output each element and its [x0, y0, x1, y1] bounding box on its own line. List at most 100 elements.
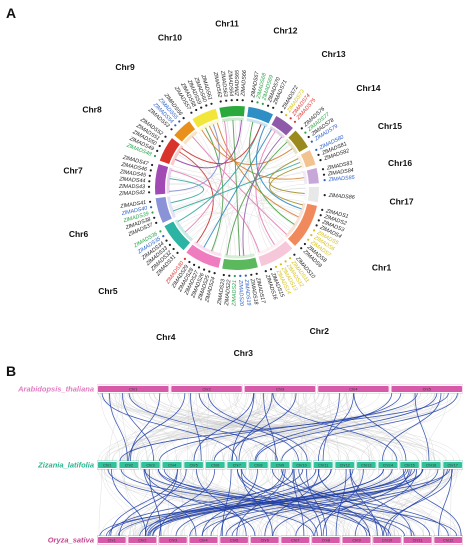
chromosome-name-oryza-sativa-chr4: Chr4 [199, 538, 207, 542]
gene-marker-zlmads77 [304, 131, 307, 134]
chromosome-bar-oryza-sativa-chr1 [98, 537, 126, 543]
chromosome-bar-zizania-latifolia-chr14 [378, 462, 398, 468]
gene-marker-zlmads66 [241, 99, 244, 102]
gene-marker-zlmads68 [256, 101, 259, 104]
syntenic-link-top [207, 392, 308, 462]
syntenic-link-top [353, 392, 407, 462]
gene-marker-zlmads27 [197, 266, 201, 269]
chromosome-frame-oryza-sativa-chr1 [97, 535, 127, 545]
gene-marker-zlmads34 [165, 239, 168, 242]
chromosome-band-chr14 [285, 138, 299, 155]
chromosome-segment-chr14 [288, 130, 308, 152]
chromosome-segment-chr16 [306, 168, 319, 184]
syntenic-link-top [190, 392, 202, 462]
chromosome-name-zizania-latifolia-chr1: Chr1 [103, 463, 111, 467]
gene-label-zlmads85: ZlMADS85 [327, 175, 355, 183]
background-link-bottom [116, 468, 277, 537]
circos-link-zlmads30-zlmads51 [179, 151, 214, 244]
chromosome-label-chr2: Chr2 [310, 326, 330, 336]
chromosome-segment-chr15 [300, 150, 316, 168]
circos-link-zlmads12-zlmads73 [255, 131, 276, 245]
chromosome-bar-arabidopsis-thaliana-chr1 [98, 386, 169, 392]
circos-background-link [212, 120, 231, 252]
chromosome-frame-arabidopsis-thaliana-chr1 [97, 384, 170, 394]
chromosome-band-chr11 [221, 117, 244, 123]
syntenic-link-bottom [196, 468, 247, 537]
gene-label-zlmads18: ZlMADS18 [248, 277, 258, 305]
chromosome-segment-chr13 [271, 116, 293, 136]
background-link-top [147, 392, 320, 462]
gene-marker-zlmads24 [213, 272, 216, 275]
syntenic-link-bottom [108, 468, 304, 537]
gene-marker-zlmads23 [222, 273, 225, 277]
chromosome-name-oryza-sativa-chr9: Chr9 [352, 538, 360, 542]
gene-marker-zlmads20 [239, 274, 242, 277]
chromosome-segment-chr2 [258, 241, 293, 267]
syntenic-link-bottom [382, 468, 453, 537]
background-link-top [345, 392, 403, 462]
circos-link-zlmads40-zlmads45 [169, 178, 205, 204]
background-link-bottom [101, 468, 134, 537]
circos-link-zlmads33-zlmads62 [184, 121, 228, 233]
chromosome-frame-zizania-latifolia-chr6 [205, 460, 226, 470]
chromosome-segment-chr3 [222, 257, 258, 270]
circos-link-zlmads57-zlmads78 [201, 129, 293, 165]
circos-link-zlmads42-zlmads60 [169, 124, 220, 192]
background-link-top [425, 392, 449, 462]
chromosome-bar-oryza-sativa-chr11 [403, 537, 432, 543]
gene-marker-zlmads38 [153, 216, 156, 219]
background-link-top [153, 392, 304, 462]
gene-marker-zlmads51 [161, 140, 164, 143]
syntenic-link-top [213, 392, 402, 462]
chromosome-bar-oryza-sativa-chr7 [281, 537, 310, 543]
gene-marker-zlmads13 [279, 263, 282, 266]
background-link-top [346, 392, 370, 462]
background-link-bottom [98, 468, 102, 537]
syntenic-link-bottom [305, 468, 328, 537]
chromosome-frame-oryza-sativa-chr4 [188, 535, 219, 545]
background-link-top [137, 392, 277, 462]
chromosome-name-oryza-sativa-chr3: Chr3 [169, 538, 177, 542]
chromosome-band-chr5 [174, 219, 194, 242]
chromosome-band-chr9 [183, 130, 198, 145]
gene-label-zlmads19: ZlMADS19 [243, 278, 252, 306]
chromosome-frame-zizania-latifolia-chr3 [140, 460, 161, 470]
chromosome-frame-oryza-sativa-chr5 [219, 535, 249, 545]
chromosome-name-zizania-latifolia-chr4: Chr4 [168, 463, 176, 467]
chromosome-bar-oryza-sativa-chr10 [373, 537, 401, 543]
chromosome-name-zizania-latifolia-chr14: Chr14 [383, 463, 393, 467]
gene-label-zlmads84: ZlMADS84 [327, 168, 355, 178]
chromosome-bar-oryza-sativa-chr4 [189, 537, 218, 543]
chromosome-frame-zizania-latifolia-chr7 [226, 460, 247, 470]
gene-marker-zlmads2 [319, 214, 322, 217]
circos-background-link [177, 153, 290, 232]
chromosome-name-zizania-latifolia-chr11: Chr11 [318, 463, 328, 467]
gene-label-zlmads1: ZlMADS1 [324, 208, 349, 220]
syntenic-link-bottom [220, 468, 258, 537]
chromosome-name-arabidopsis-thaliana-chr1: Chr1 [129, 387, 137, 391]
chromosome-name-arabidopsis-thaliana-chr4: Chr4 [349, 387, 357, 391]
gene-marker-zlmads58 [195, 108, 198, 112]
gene-marker-zlmads39 [151, 211, 154, 214]
chromosome-bar-arabidopsis-thaliana-chr4 [318, 386, 389, 392]
circos-link-zlmads26-zlmads58 [205, 127, 224, 252]
background-link-top [291, 392, 460, 462]
syntenic-link-top [198, 392, 299, 462]
chromosome-name-oryza-sativa-chr8: Chr8 [322, 538, 330, 542]
chromosome-segment-chr9 [174, 121, 196, 142]
syntenic-links [99, 392, 462, 537]
syntenic-link-top [159, 392, 418, 462]
chromosome-name-arabidopsis-thaliana-chr2: Chr2 [202, 387, 210, 391]
chromosome-frame-oryza-sativa-chr11 [403, 535, 433, 545]
gene-marker-zlmads60 [205, 104, 208, 107]
background-link-top [188, 392, 224, 462]
species-tracks: Arabidopsis_thaliana Chr1 Chr2 Chr3 Chr4 Chr5… [17, 384, 463, 545]
chromosome-name-zizania-latifolia-chr17: Chr17 [448, 463, 458, 467]
circos-link-zlmads59-zlmads84 [208, 125, 305, 180]
background-link-top [338, 392, 386, 462]
gene-marker-zlmads45 [148, 174, 151, 177]
syntenic-link-top [193, 392, 254, 462]
gene-marker-zlmads64 [230, 99, 233, 102]
gene-marker-zlmads5 [313, 229, 316, 232]
gene-marker-zlmads46 [149, 169, 152, 172]
